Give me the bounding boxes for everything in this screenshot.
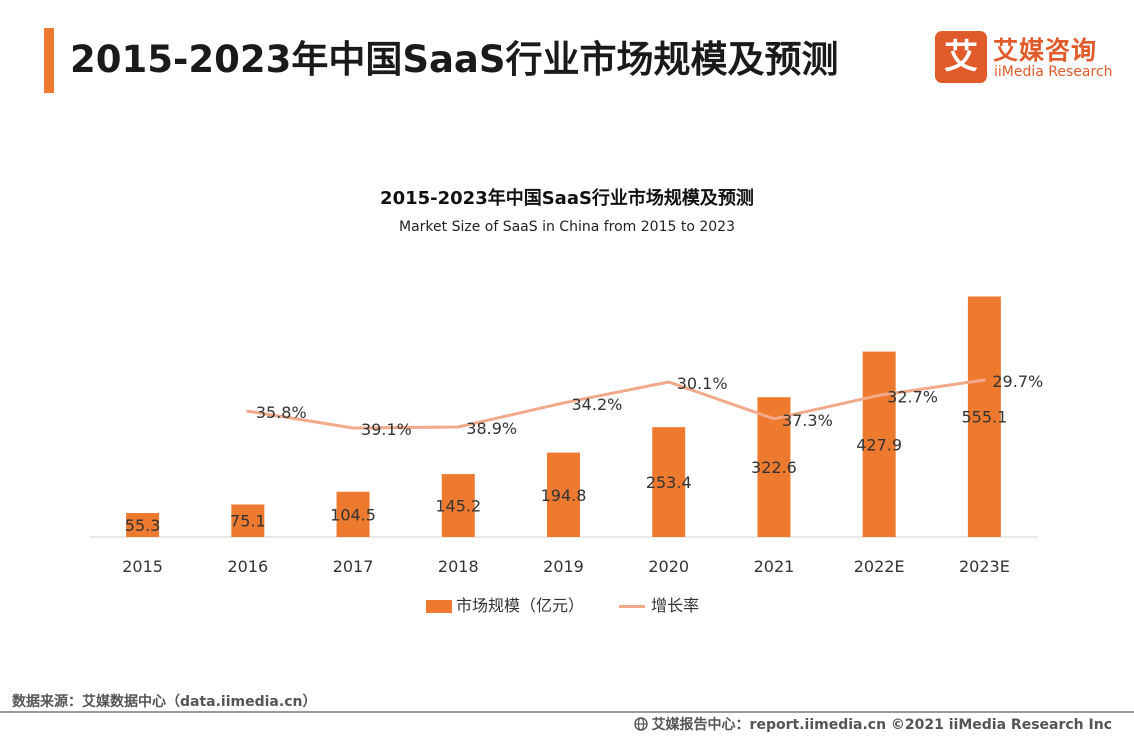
growth-rate-label: 32.7% [887,387,938,406]
legend-line-label: 增长率 [651,596,700,615]
globe-icon [633,717,648,731]
growth-rate-label: 39.1% [361,420,412,439]
x-tick-label: 2021 [754,557,795,576]
legend-bar-swatch [426,600,452,613]
bar-value-label: 194.8 [541,486,587,505]
bar-2022E [862,351,896,537]
x-tick-label: 2020 [648,557,689,576]
bar-value-label: 555.1 [961,408,1007,427]
legend-item-line: 增长率 [619,592,699,616]
bar-value-label: 322.6 [751,458,797,477]
chart-subtitle: Market Size of SaaS in China from 2015 t… [399,219,735,235]
bar-2016 [231,504,265,537]
bar-2021 [757,397,791,537]
legend-item-bar: 市场规模（亿元） [426,592,584,616]
bar-value-label: 55.3 [125,516,161,535]
x-tick-label: 2022E [854,557,905,576]
bar-value-label: 253.4 [646,473,692,492]
growth-rate-line [246,378,986,430]
bar-2019 [547,452,580,537]
growth-rate-label: 35.8% [256,403,307,422]
data-source: 数据来源：艾媒数据中心（data.iimedia.cn） [12,694,317,710]
growth-rate-label: 29.7% [992,372,1043,391]
page-title: 2015-2023年中国SaaS行业市场规模及预测 [70,38,839,81]
bar-value-label: 145.2 [435,497,481,516]
x-tick-label: 2015 [122,557,163,576]
footer-text: 艾媒报告中心：report.iimedia.cn ©2021 iiMedia R… [651,717,1112,733]
bar-value-label: 104.5 [330,505,376,524]
legend-bar-label: 市场规模（亿元） [456,596,585,615]
bar-2017 [336,491,370,537]
logo-mark-icon: 艾 [935,31,987,83]
bar-value-label: 427.9 [856,435,902,454]
logo-name-cn: 艾媒咨询 [993,36,1098,65]
x-tick-label: 2016 [227,557,268,576]
growth-rate-label: 34.2% [572,395,623,414]
logo-name-en: iiMedia Research [994,64,1113,80]
footer-divider [0,711,1134,713]
bar-value-label: 75.1 [230,512,266,531]
growth-rate-label: 37.3% [782,411,833,430]
x-tick-label: 2023E [959,557,1010,576]
bar-2015 [126,513,160,537]
chart-canvas: 55.3 75.1 104.5 145.2 194.8 253.4 322.6 427.9 55… [90,296,1043,576]
x-tick-label: 2019 [543,557,584,576]
footer-credit: 艾媒报告中心：report.iimedia.cn ©2021 iiMedia R… [633,714,1112,734]
chart-legend: 市场规模（亿元） 增长率 [426,592,729,616]
title-accent-bar [44,28,54,93]
bar-2020 [652,427,686,537]
growth-rate-label: 38.9% [466,419,517,438]
brand-logo: 艾 艾媒咨询 iiMedia Research [935,31,1125,87]
legend-line-swatch [619,605,646,608]
x-tick-label: 2018 [438,557,479,576]
bar-2023E [967,296,1001,537]
bar-2018 [441,474,475,537]
x-tick-label: 2017 [333,557,374,576]
chart-title: 2015-2023年中国SaaS行业市场规模及预测 [380,188,754,209]
growth-rate-label: 30.1% [677,374,728,393]
